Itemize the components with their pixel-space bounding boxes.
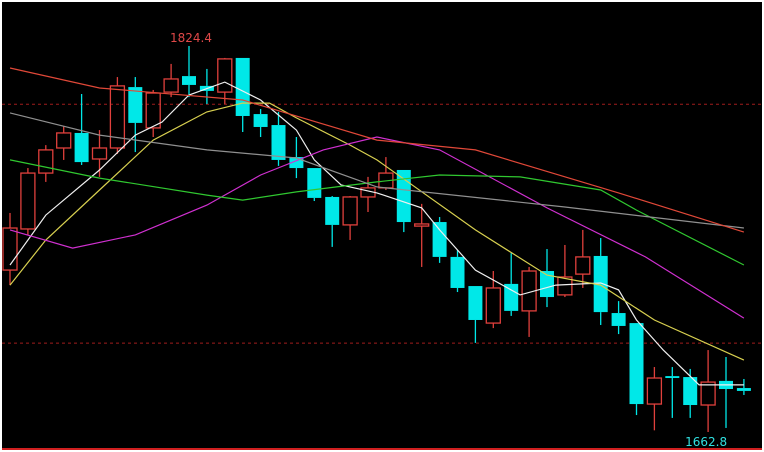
candle (128, 77, 143, 153)
candle (646, 367, 663, 431)
candle (557, 244, 573, 298)
candle (468, 286, 483, 343)
candle (271, 111, 286, 166)
candle-body-down (736, 388, 751, 391)
candle-body-up (414, 223, 430, 227)
high-price-label: 1824.4 (170, 31, 212, 45)
candle-body-up (646, 377, 663, 405)
candle-body-down (271, 125, 286, 160)
candle-body-down (665, 376, 680, 379)
candle (342, 196, 358, 240)
candle-body-down (629, 323, 644, 405)
candle (91, 130, 108, 177)
moving-average-line (9, 159, 745, 266)
moving-average-line (9, 67, 745, 233)
candle (432, 217, 447, 263)
candle (2, 212, 18, 286)
candle (56, 126, 72, 160)
candle (540, 249, 554, 308)
candle-body-up (575, 256, 591, 275)
candle (163, 63, 179, 98)
candle (253, 109, 268, 138)
candle-body-up (38, 149, 54, 174)
moving-average-line (9, 102, 745, 361)
candle-body-down (289, 157, 304, 169)
candle-body-up (342, 196, 358, 226)
candle (20, 168, 36, 235)
candle (629, 323, 644, 416)
moving-average-line (9, 112, 744, 229)
candle-body-down (182, 76, 196, 85)
candle-body-up (217, 58, 233, 93)
candle-body-down (325, 196, 340, 225)
candle-body-down (432, 222, 447, 257)
candle (289, 137, 304, 179)
candle (700, 350, 716, 433)
candle-body-down (307, 168, 322, 198)
candle-body-up (56, 132, 72, 149)
low-price-label: 1662.8 (685, 435, 727, 449)
candle (593, 238, 608, 325)
candle-body-down (253, 114, 268, 127)
candle (575, 229, 591, 288)
moving-average-line (9, 136, 745, 319)
candle-body-down (504, 283, 519, 311)
candle (74, 94, 89, 165)
candle-body-down (611, 313, 626, 326)
candle-body-up (485, 287, 501, 324)
candle-body-down (396, 169, 411, 223)
candle-body-down (683, 377, 698, 406)
candle (38, 145, 54, 182)
candle-body-down (235, 57, 250, 116)
candle-body-down (128, 87, 143, 123)
candle (396, 169, 411, 233)
candle-body-down (540, 271, 554, 298)
candle-body-up (91, 147, 108, 160)
candle-body-down (468, 286, 483, 320)
candle (611, 301, 626, 335)
candle (307, 168, 322, 202)
candle-body-up (109, 85, 126, 149)
candle-body-down (74, 132, 89, 163)
candle (450, 249, 465, 293)
candle (736, 378, 751, 395)
candle-body-up (557, 276, 573, 296)
candle-body-up (20, 172, 36, 230)
candle-body-down (450, 256, 465, 288)
candle-body-up (700, 381, 716, 406)
candle (521, 266, 537, 337)
candle (325, 196, 340, 247)
candle (665, 367, 680, 418)
candle (414, 203, 430, 267)
candle-body-down (593, 255, 608, 313)
candle-body-up (2, 227, 18, 271)
candle (504, 253, 519, 316)
candle-body-up (163, 78, 179, 93)
